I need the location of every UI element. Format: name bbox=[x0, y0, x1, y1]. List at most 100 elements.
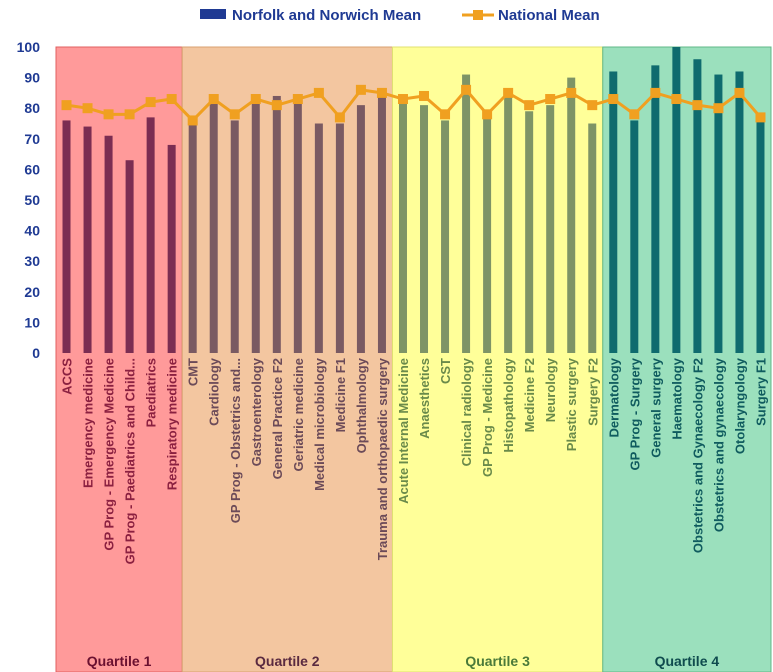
quartile-label: Quartile 4 bbox=[655, 653, 720, 669]
bar bbox=[314, 123, 323, 353]
category-label: GP Prog - Surgery bbox=[627, 357, 642, 470]
national-mean-point bbox=[629, 109, 640, 120]
category-label: Medical microbiology bbox=[312, 357, 327, 491]
bar bbox=[441, 120, 450, 353]
national-mean-point bbox=[461, 84, 472, 95]
bar bbox=[398, 102, 407, 353]
category-label: GP Prog - Medicine bbox=[480, 358, 495, 477]
national-mean-line bbox=[66, 87, 762, 123]
national-mean-point bbox=[124, 109, 135, 120]
category-label: Acute Internal Medicine bbox=[396, 358, 411, 504]
category-label: GP Prog - Paediatrics and Child... bbox=[123, 358, 138, 564]
bar bbox=[104, 135, 113, 353]
category-label: Otolaryngology bbox=[732, 357, 747, 454]
bar bbox=[672, 47, 681, 353]
legend-label-national: National Mean bbox=[498, 7, 600, 24]
bar bbox=[125, 160, 134, 353]
bar bbox=[693, 59, 702, 354]
national-mean-point bbox=[82, 103, 93, 114]
national-mean-point bbox=[440, 109, 451, 120]
bar bbox=[756, 117, 765, 353]
national-mean-point bbox=[292, 94, 303, 105]
category-label: Ophthalmology bbox=[354, 357, 369, 453]
national-mean-point bbox=[187, 115, 198, 126]
category-label: Histopathology bbox=[501, 357, 516, 452]
bar bbox=[188, 123, 197, 353]
bar bbox=[525, 111, 534, 353]
category-label: Emergency medicine bbox=[81, 358, 96, 488]
bar bbox=[546, 105, 555, 353]
bar bbox=[609, 71, 618, 353]
bar bbox=[735, 71, 744, 353]
bar bbox=[230, 120, 239, 353]
national-mean-point bbox=[545, 94, 556, 105]
bar bbox=[567, 77, 576, 353]
bar bbox=[272, 95, 281, 354]
y-tick-label: 70 bbox=[24, 131, 40, 147]
category-label: Dermatology bbox=[606, 357, 621, 437]
y-tick-label: 40 bbox=[24, 223, 40, 239]
category-label: Medicine F1 bbox=[333, 358, 348, 432]
category-label: Respiratory medicine bbox=[165, 358, 180, 490]
national-mean-point bbox=[419, 90, 430, 101]
national-mean-point bbox=[376, 87, 387, 98]
national-mean-point bbox=[671, 94, 682, 105]
category-label: General surgery bbox=[648, 357, 663, 457]
category-label: Anaesthetics bbox=[417, 358, 432, 439]
national-mean-point bbox=[650, 87, 661, 98]
bar bbox=[209, 102, 218, 353]
national-mean-point bbox=[755, 112, 766, 123]
bar bbox=[483, 114, 492, 353]
bar bbox=[714, 74, 723, 353]
bar bbox=[504, 95, 513, 354]
national-mean-point bbox=[166, 94, 177, 105]
national-mean-point bbox=[334, 112, 345, 123]
category-label: CST bbox=[438, 358, 453, 384]
national-mean-point bbox=[692, 100, 703, 111]
y-tick-label: 30 bbox=[24, 253, 40, 269]
category-label: Surgery F2 bbox=[585, 358, 600, 426]
category-label: Surgery F1 bbox=[753, 358, 768, 426]
y-tick-label: 80 bbox=[24, 100, 40, 116]
category-label: Paediatrics bbox=[144, 358, 159, 427]
national-mean-point bbox=[734, 87, 745, 98]
national-mean-point bbox=[587, 100, 598, 111]
category-labels: ACCS Emergency medicine GP Prog - Emergenc… bbox=[60, 357, 769, 564]
national-mean-point bbox=[145, 97, 156, 108]
category-label: Gastroenterology bbox=[249, 357, 264, 466]
national-mean-point bbox=[524, 100, 535, 111]
bar-series bbox=[62, 47, 765, 354]
category-label: Plastic surgery bbox=[564, 357, 579, 451]
bar bbox=[335, 123, 344, 353]
category-label: General Practice F2 bbox=[270, 358, 285, 479]
national-mean-point bbox=[608, 94, 619, 105]
category-label: Geriatric medicine bbox=[291, 358, 306, 471]
national-mean-point bbox=[566, 87, 577, 98]
national-mean-point bbox=[355, 84, 366, 95]
category-label: Clinical radiology bbox=[459, 357, 474, 466]
national-mean-point bbox=[397, 94, 408, 105]
bar bbox=[62, 120, 71, 353]
legend-swatch-national-marker bbox=[473, 10, 483, 20]
national-mean-point bbox=[103, 109, 114, 120]
bar bbox=[377, 95, 386, 354]
national-mean-point bbox=[503, 87, 514, 98]
bar bbox=[462, 74, 471, 353]
category-label: GP Prog - Emergency Medicine bbox=[102, 358, 117, 551]
national-mean-point bbox=[482, 109, 493, 120]
national-mean-point bbox=[713, 103, 724, 114]
line-series bbox=[61, 84, 766, 126]
national-mean-point bbox=[61, 100, 72, 111]
legend-label-norfolk: Norfolk and Norwich Mean bbox=[232, 7, 421, 24]
national-mean-point bbox=[208, 94, 219, 105]
category-label: CMT bbox=[186, 358, 201, 386]
category-label: Trauma and orthopaedic surgery bbox=[375, 357, 390, 560]
category-label: Medicine F2 bbox=[522, 358, 537, 432]
bar bbox=[651, 65, 660, 354]
category-label: Obstetrics and Gynaecology F2 bbox=[690, 358, 705, 553]
category-label: ACCS bbox=[60, 358, 75, 395]
y-tick-label: 50 bbox=[24, 192, 40, 208]
quartile-labels: Quartile 1 Quartile 2 Quartile 3 Quartile 4 bbox=[87, 653, 720, 669]
bar bbox=[146, 117, 155, 353]
quartile-label: Quartile 3 bbox=[465, 653, 530, 669]
